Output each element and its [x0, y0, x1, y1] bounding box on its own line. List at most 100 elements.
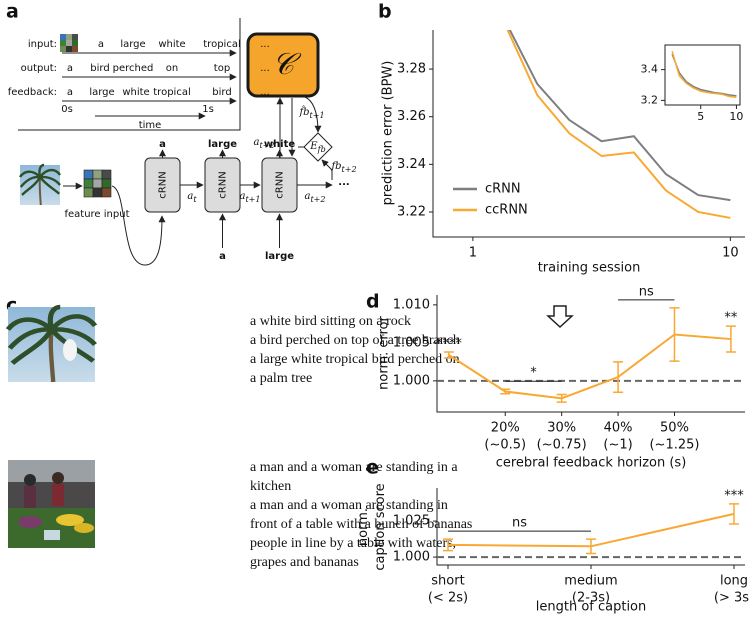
significance-label: *** — [724, 488, 744, 503]
x-tick-label: medium — [564, 574, 617, 589]
predicted-feedback-base: f̂b — [298, 105, 309, 117]
cell-input: a — [219, 251, 226, 262]
cell-output: a — [159, 139, 166, 150]
state-base: a — [187, 191, 193, 202]
arrow — [111, 185, 166, 266]
significance-label: **** — [436, 336, 463, 351]
state-base: a — [240, 191, 246, 202]
row-label: feedback: — [8, 87, 57, 98]
predicted-feedback: f̂bt+1 — [298, 105, 324, 120]
cell-label: cRNN — [158, 171, 169, 198]
feedback-error: Efb — [309, 141, 325, 155]
x-axis-label: cerebral feedback horizon (s) — [496, 456, 687, 471]
error-bar — [729, 503, 739, 525]
arrow — [304, 96, 322, 133]
error-bar — [443, 538, 453, 552]
x-tick-label: 10 — [729, 110, 743, 123]
caption-line: a man and a woman are standing in a — [250, 460, 458, 475]
y-tick-label: 1.000 — [393, 550, 430, 565]
state-sub: t — [193, 195, 197, 204]
legend-label: cRNN — [485, 182, 521, 197]
panel-frame — [18, 18, 241, 131]
x-tick-sublabel: (~0.5) — [484, 438, 526, 453]
token: a — [98, 39, 104, 50]
caption-line: a man and a woman are standing in — [250, 498, 448, 513]
critic-action: at+2 — [254, 137, 275, 151]
caption-line: a large white tropical bird perched on — [250, 352, 460, 367]
axis-spine — [432, 30, 745, 238]
error-bar — [613, 361, 624, 393]
cell-label: cRNN — [218, 171, 229, 198]
y-tick-label: 3.22 — [397, 204, 426, 219]
state-base: a — [305, 191, 311, 202]
series-line — [671, 50, 737, 99]
token: ... — [260, 39, 270, 50]
cell-input: large — [265, 251, 294, 262]
caption-line: a bird perched on top of a tree branch — [250, 333, 460, 348]
chart: 1.000 1.005 1.010 20% (~0.5) 30% (~0.75) 40% (~1… — [377, 284, 745, 471]
token: ... — [260, 87, 270, 98]
axis-spine — [436, 295, 745, 413]
token: large — [89, 87, 114, 98]
state-sub: t+1 — [245, 195, 260, 204]
caption-line: people in line by a table with waters, — [250, 536, 456, 551]
row-label: output: — [21, 63, 57, 74]
series-line — [448, 333, 731, 400]
state-sub: t+2 — [310, 195, 325, 204]
feedback: fbt+2 — [330, 161, 356, 175]
x-tick-sublabel: (> 3s) — [714, 591, 750, 606]
x-tick-label: long — [720, 574, 748, 589]
caption-line: kitchen — [250, 479, 291, 494]
significance-label: ns — [639, 284, 654, 299]
time-end: 1s — [202, 104, 214, 115]
feedback-sub: t+2 — [342, 165, 357, 174]
ellipsis: ... — [338, 177, 349, 188]
panel-label: a — [6, 1, 19, 23]
series-line — [506, 30, 731, 219]
error-bar — [725, 325, 736, 353]
cell-label: cRNN — [275, 171, 286, 198]
caption-line: grapes and bananas — [250, 555, 359, 570]
panel-label: b — [378, 1, 392, 23]
axis-spine — [436, 488, 745, 566]
x-tick-sublabel: (~1) — [603, 438, 632, 453]
x-axis-label: training session — [538, 261, 641, 276]
token: tropical — [203, 39, 240, 50]
feedback-error-base: E — [309, 141, 318, 152]
series-line — [671, 53, 737, 97]
error-bar — [500, 388, 511, 395]
cell-output: white — [264, 139, 296, 150]
error-bar — [669, 307, 680, 362]
panel-label: d — [366, 291, 380, 313]
y-tick-label: 3.2 — [641, 93, 659, 106]
x-axis-label: length of caption — [536, 600, 647, 615]
y-tick-label: 3.4 — [641, 63, 659, 76]
time-start: 0s — [61, 104, 73, 115]
arrow — [321, 159, 333, 180]
significance-label: ns — [512, 516, 527, 531]
panel-label: c — [6, 295, 17, 317]
token: bird — [90, 63, 109, 74]
state: at+2 — [305, 191, 326, 205]
token: a — [67, 87, 73, 98]
significance-label: * — [530, 366, 537, 381]
critic-box — [246, 32, 320, 98]
chart: 3.2 3.4 5 10 — [641, 44, 743, 123]
series-line — [508, 30, 731, 202]
x-tick-label: 20% — [491, 421, 520, 436]
token: on — [166, 63, 178, 74]
x-tick-sublabel: (< 2s) — [428, 591, 468, 606]
feature-label: feature input — [64, 209, 129, 220]
feature-grid — [83, 169, 112, 198]
panel-label: e — [366, 457, 379, 479]
x-tick-label: 30% — [547, 421, 576, 436]
token: ... — [260, 63, 270, 74]
y-tick-label: 1.025 — [393, 514, 430, 529]
x-tick-sublabel: (2-3s) — [572, 591, 610, 606]
input-icon — [60, 34, 78, 52]
state: at+1 — [240, 191, 261, 205]
y-tick-label: 3.28 — [397, 62, 426, 77]
x-tick-label: 50% — [660, 421, 689, 436]
input-image — [18, 163, 62, 207]
